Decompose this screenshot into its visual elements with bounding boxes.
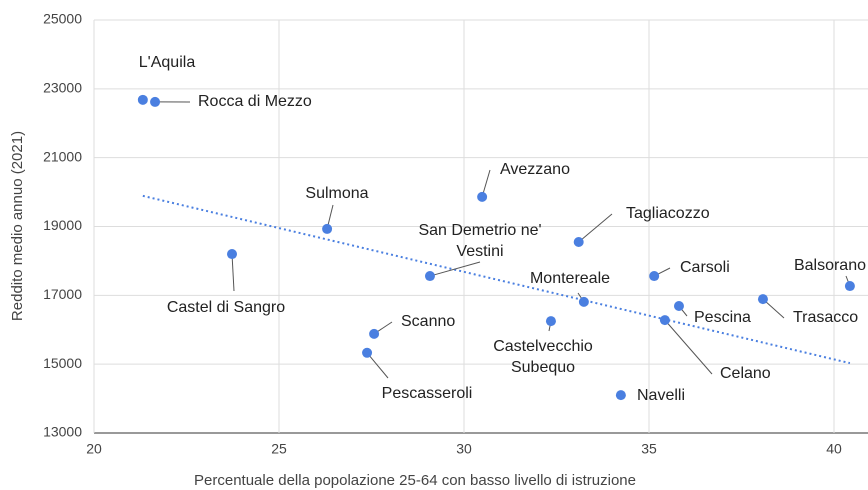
x-axis-title: Percentuale della popolazione 25-64 con … [194,472,636,489]
y-tick-label: 17000 [43,286,82,302]
point-label: L'Aquila [139,54,196,71]
point [615,390,626,401]
point-label: Carsoli [680,259,730,276]
point [322,223,333,234]
x-tick-label: 35 [641,441,657,457]
point-label: Tagliacozzo [626,205,710,222]
point-label: Balsorano [794,257,866,274]
point [573,236,584,247]
point-label: Scanno [401,313,455,330]
y-tick-label: 13000 [43,424,82,440]
trendline [142,194,851,365]
leader-line [429,261,481,277]
point [137,94,148,105]
point-label: Montereale [530,270,610,287]
point [477,191,488,202]
point-label: Celano [720,365,771,382]
point [757,294,768,305]
point-label: Castelvecchio [493,338,593,355]
y-tick-label: 15000 [43,355,82,371]
leader-line [664,319,713,375]
x-tick-label: 25 [271,441,287,457]
y-tick-label: 25000 [43,11,82,27]
point [649,271,660,282]
point-label: Pescina [694,309,751,326]
x-tick-label: 20 [86,441,102,457]
x-tick-label: 40 [826,441,842,457]
leader-line [231,254,235,292]
point-label: Avezzano [500,161,570,178]
x-tick-label: 30 [456,441,472,457]
point [424,271,435,282]
y-tick-label: 21000 [43,148,82,164]
point [227,249,238,260]
point-label: Pescasseroli [382,385,473,402]
point-label: Castel di Sangro [167,299,285,316]
y-tick-label: 19000 [43,217,82,233]
leader-line [366,352,389,379]
point-label: Navelli [637,387,685,404]
point-label: Trasacco [793,309,858,326]
point [659,315,670,326]
y-axis-title: Reddito medio annuo (2021) [9,131,26,321]
point-label: Rocca di Mezzo [198,93,312,110]
point-label: Sulmona [305,185,368,202]
point-label: San Demetrio ne' [418,222,541,239]
point [844,281,855,292]
y-tick-label: 23000 [43,80,82,96]
point [369,328,380,339]
point-label: Vestini [456,243,503,260]
point [673,301,684,312]
point-label: Subequo [511,359,575,376]
point [578,296,589,307]
leader-line [578,213,613,243]
point [362,347,373,358]
point [545,316,556,327]
point [150,96,161,107]
